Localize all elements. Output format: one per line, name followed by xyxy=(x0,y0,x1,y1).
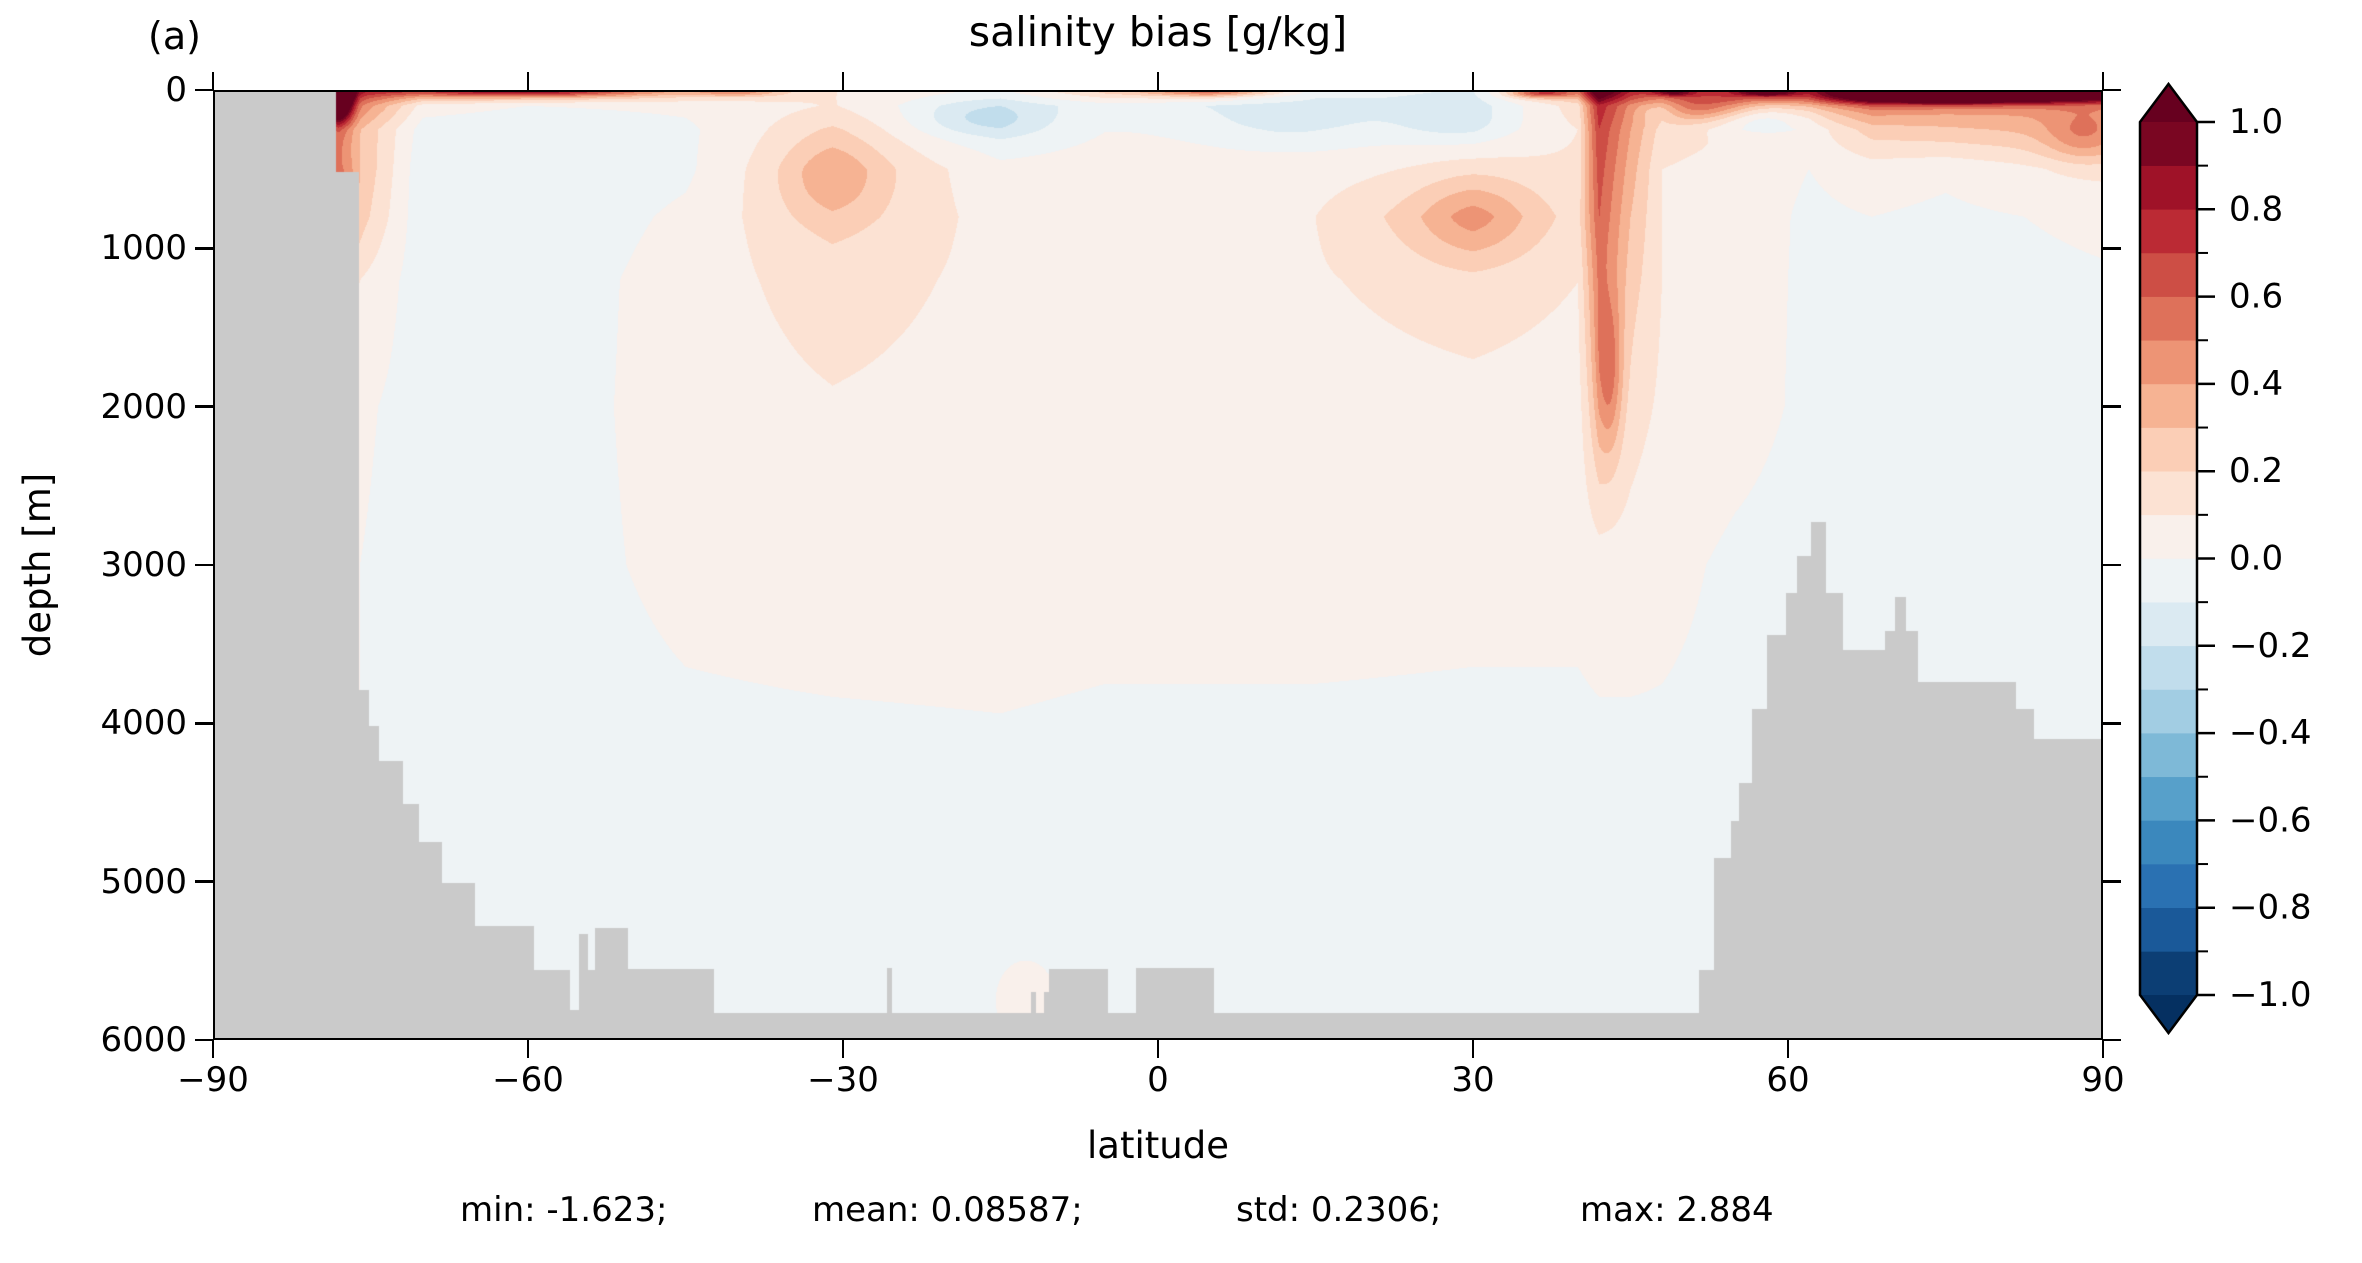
y-axis-label: depth [m] xyxy=(16,472,59,658)
colorbar-tick-label: 0.8 xyxy=(2229,189,2283,229)
colorbar-tick-label: −0.6 xyxy=(2229,800,2312,840)
colorbar-segment xyxy=(2140,863,2197,908)
x-tick-label: −90 xyxy=(177,1060,249,1100)
x-tick-mark xyxy=(526,1040,530,1058)
colorbar-segment xyxy=(2140,601,2197,647)
x-tick-mark-top xyxy=(526,72,530,90)
x-tick-mark xyxy=(2101,1040,2105,1058)
colorbar-segment xyxy=(2140,732,2197,778)
colorbar-tick-label: 0.4 xyxy=(2229,364,2283,404)
y-tick-mark xyxy=(195,88,213,92)
colorbar-segment xyxy=(2140,907,2197,952)
colorbar-segment xyxy=(2140,121,2197,166)
y-tick-mark xyxy=(195,563,213,567)
y-tick-mark xyxy=(195,247,213,250)
y-tick-mark-right xyxy=(2103,1038,2121,1042)
colorbar-segment xyxy=(2140,296,2197,341)
colorbar-tick-label: −0.8 xyxy=(2229,888,2312,928)
x-tick-mark xyxy=(211,1040,215,1058)
colorbar-segment xyxy=(2140,951,2197,996)
y-tick-label: 0 xyxy=(165,70,187,110)
x-tick-mark-top xyxy=(1156,72,1160,90)
colorbar-tick-label: −1.0 xyxy=(2229,975,2312,1015)
colorbar-outline xyxy=(2138,81,2199,1036)
x-tick-label: 90 xyxy=(2081,1060,2125,1100)
colorbar-segment xyxy=(2140,558,2197,603)
x-axis-label: latitude xyxy=(1087,1124,1229,1167)
colorbar-segment xyxy=(2140,645,2197,690)
colorbar-tick-label: 1.0 xyxy=(2229,102,2283,142)
y-tick-mark-right xyxy=(2103,880,2121,883)
chart-title: salinity bias [g/kg] xyxy=(968,8,1348,56)
stat-min: min: -1.623; xyxy=(460,1190,668,1230)
x-tick-label: 60 xyxy=(1766,1060,1810,1100)
colorbar-segment xyxy=(2140,383,2197,428)
x-tick-mark xyxy=(841,1040,845,1058)
x-tick-mark-top xyxy=(211,72,215,90)
y-tick-label: 2000 xyxy=(100,386,187,427)
panel-label: (a) xyxy=(148,14,201,58)
colorbar-tick-label: 0.0 xyxy=(2229,539,2283,579)
contour-field-canvas xyxy=(213,90,2103,1040)
colorbar-under-arrow xyxy=(2140,995,2197,1033)
colorbar-tick-label: 0.6 xyxy=(2229,277,2283,317)
colorbar-tick-label: −0.4 xyxy=(2229,713,2312,753)
x-tick-label: −60 xyxy=(492,1060,564,1100)
colorbar-segment xyxy=(2140,165,2197,210)
x-tick-mark-top xyxy=(1786,72,1790,90)
y-tick-mark xyxy=(195,405,213,408)
colorbar-over-arrow xyxy=(2140,84,2197,122)
colorbar-tick-label: −0.2 xyxy=(2229,626,2312,666)
stat-mean: mean: 0.08587; xyxy=(812,1190,1083,1230)
colorbar-segment xyxy=(2140,470,2197,516)
y-tick-label: 5000 xyxy=(100,861,187,902)
x-tick-label: 30 xyxy=(1451,1060,1495,1100)
y-tick-mark-right xyxy=(2103,563,2121,567)
x-tick-mark-top xyxy=(841,72,845,90)
y-tick-label: 3000 xyxy=(100,545,187,585)
colorbar-tick-label: 0.2 xyxy=(2229,451,2283,491)
x-tick-mark xyxy=(1156,1040,1160,1058)
colorbar-segment xyxy=(2140,820,2197,865)
colorbar-segment xyxy=(2140,209,2197,254)
x-tick-label: −30 xyxy=(807,1060,879,1100)
y-tick-mark xyxy=(195,722,213,725)
y-tick-mark-right xyxy=(2103,722,2121,725)
y-tick-label: 4000 xyxy=(100,703,187,744)
y-tick-mark xyxy=(195,880,213,883)
colorbar-segment xyxy=(2140,427,2197,472)
x-tick-mark xyxy=(1471,1040,1475,1058)
colorbar-segment xyxy=(2140,252,2197,297)
stat-std: std: 0.2306; xyxy=(1236,1190,1442,1230)
y-tick-mark-right xyxy=(2103,88,2121,92)
colorbar-segment xyxy=(2140,339,2197,385)
stat-max: max: 2.884 xyxy=(1580,1190,1774,1230)
y-tick-label: 6000 xyxy=(100,1020,187,1060)
x-tick-mark xyxy=(1786,1040,1790,1058)
x-tick-mark-top xyxy=(2101,72,2105,90)
x-tick-label: 0 xyxy=(1147,1060,1169,1100)
y-tick-mark-right xyxy=(2103,247,2121,250)
y-tick-mark xyxy=(195,1038,213,1042)
y-tick-mark-right xyxy=(2103,405,2121,408)
colorbar-segment xyxy=(2140,689,2197,734)
colorbar-segment xyxy=(2140,776,2197,821)
x-tick-mark-top xyxy=(1471,72,1475,90)
colorbar-segment xyxy=(2140,514,2197,559)
y-tick-label: 1000 xyxy=(100,228,187,269)
